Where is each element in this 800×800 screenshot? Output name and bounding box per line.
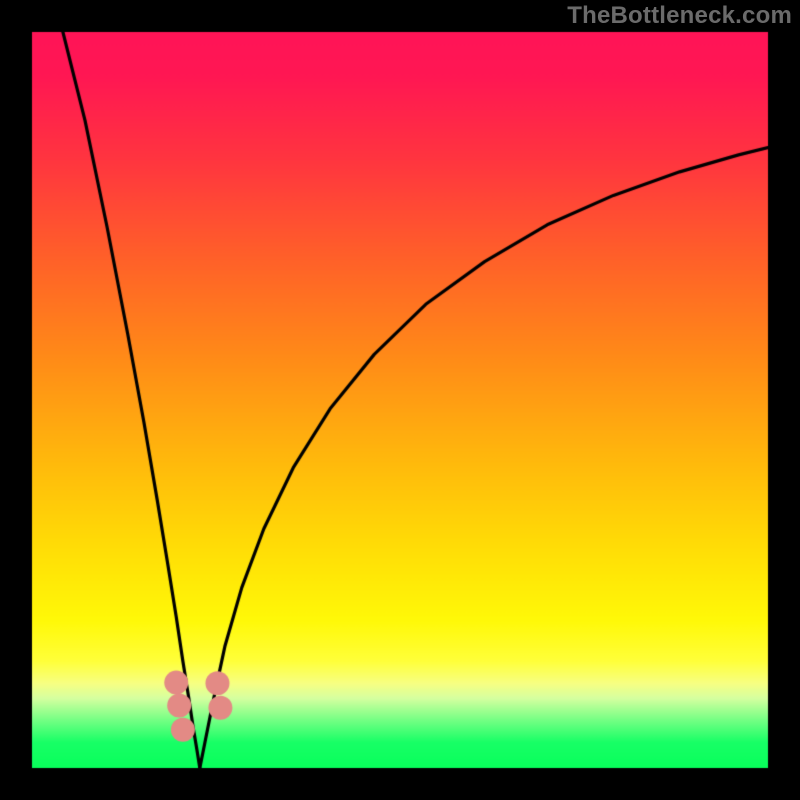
chart-container: TheBottleneck.com (0, 0, 800, 800)
bottleneck-curve-chart (0, 0, 800, 800)
